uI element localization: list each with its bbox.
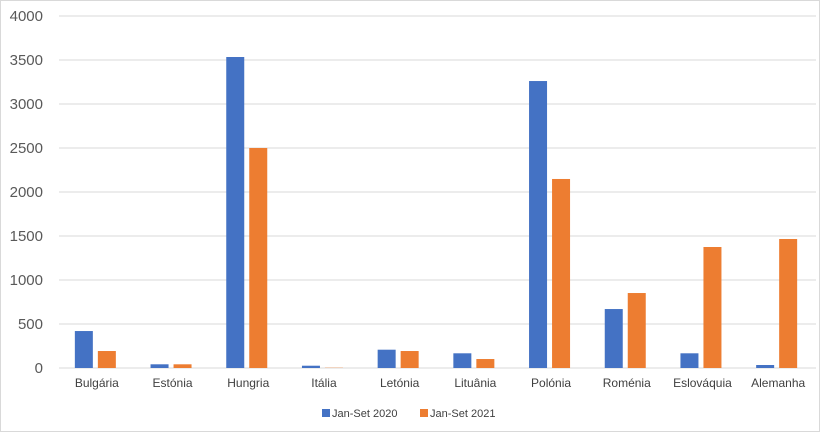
y-tick-label: 500 (18, 316, 43, 333)
y-tick-label: 3500 (10, 52, 43, 69)
bar-2020 (605, 309, 623, 368)
legend-label: Jan-Set 2020 (332, 408, 397, 420)
bar-2020 (302, 366, 320, 368)
x-tick-label: Roménia (603, 376, 651, 390)
bar-2021 (98, 351, 116, 368)
x-tick-label: Hungria (227, 376, 269, 390)
legend-swatch (322, 409, 330, 417)
y-tick-label: 1000 (10, 272, 43, 289)
x-tick-label: Lituânia (454, 376, 496, 390)
legend-swatch (420, 409, 428, 417)
bar-2021 (249, 148, 267, 368)
y-tick-label: 3000 (10, 96, 43, 113)
y-tick-label: 1500 (10, 228, 43, 245)
x-tick-label: Eslováquia (673, 376, 732, 390)
bar-2020 (453, 353, 471, 368)
y-tick-label: 0 (35, 360, 43, 377)
bar-2020 (680, 353, 698, 368)
bar-2020 (151, 364, 169, 368)
x-tick-label: Letónia (380, 376, 420, 390)
x-tick-label: Alemanha (751, 376, 805, 390)
bar-2021 (174, 364, 192, 368)
bar-2021 (401, 351, 419, 368)
x-tick-label: Itália (311, 376, 337, 390)
bar-2021 (703, 247, 721, 368)
bar-2021 (779, 239, 797, 368)
bar-2021 (628, 293, 646, 368)
bar-2020 (756, 365, 774, 368)
x-tick-label: Bulgária (75, 376, 119, 390)
bar-2020 (529, 81, 547, 368)
x-tick-label: Estónia (153, 376, 193, 390)
bar-2021 (476, 359, 494, 368)
bar-2020 (226, 57, 244, 368)
bar-2020 (378, 350, 396, 368)
bar-2020 (75, 331, 93, 368)
y-tick-label: 2000 (10, 184, 43, 201)
bar-2021 (552, 179, 570, 368)
y-tick-label: 2500 (10, 140, 43, 157)
legend-label: Jan-Set 2021 (430, 408, 495, 420)
x-tick-label: Polónia (531, 376, 571, 390)
y-tick-label: 4000 (10, 8, 43, 25)
